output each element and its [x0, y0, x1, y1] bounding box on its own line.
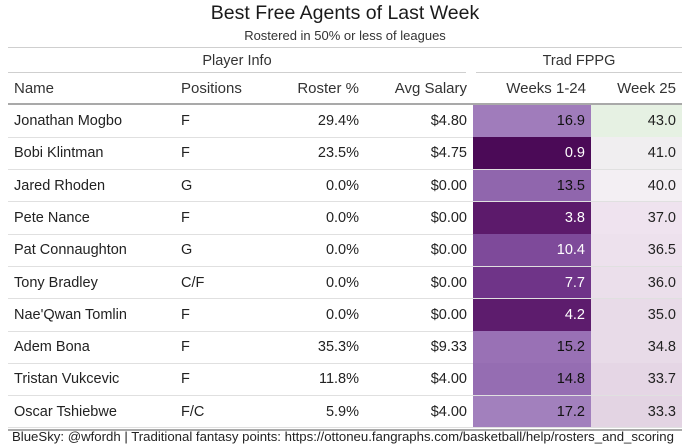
cell-week-25: 41.0	[591, 137, 682, 170]
cell-salary: $4.00	[430, 371, 467, 388]
spanner-player-info-underline	[8, 72, 466, 73]
cell-salary: $0.00	[430, 242, 467, 259]
cell-positions: F	[181, 113, 190, 129]
cell-name: Tony Bradley	[14, 274, 98, 291]
table-row: Jonathan Mogbo F 29.4% $4.80 16.9 43.0	[8, 105, 682, 138]
spanner-player-info: Player Info	[8, 51, 466, 73]
cell-weeks-1-24: 10.4	[473, 234, 591, 267]
cell-salary: $4.80	[430, 113, 467, 129]
cell-weeks-1-24: 16.9	[473, 105, 591, 138]
cell-name: Jared Rhoden	[14, 177, 106, 194]
top-rule	[8, 47, 682, 48]
cell-roster: 0.0%	[325, 209, 359, 226]
cell-positions: F	[181, 209, 190, 226]
cell-salary: $0.00	[430, 274, 467, 291]
table-row: Nae'Qwan Tomlin F 0.0% $0.00 4.2 35.0	[8, 298, 682, 332]
col-header-positions: Positions	[181, 80, 242, 97]
cell-week-25: 36.5	[591, 234, 682, 267]
cell-week-25: 36.0	[591, 266, 682, 299]
cell-roster: 11.8%	[318, 371, 359, 388]
cell-weeks-1-24: 15.2	[473, 331, 591, 364]
cell-roster: 5.9%	[325, 403, 359, 420]
spanner-trad-fppg-label: Trad FPPG	[542, 53, 616, 69]
row-separator	[8, 169, 682, 171]
cell-positions: G	[181, 177, 193, 194]
cell-name: Adem Bona	[14, 339, 90, 356]
table-row: Tristan Vukcevic F 11.8% $4.00 14.8 33.7	[8, 363, 682, 397]
cell-week-25: 40.0	[591, 169, 682, 203]
cell-name: Oscar Tshiebwe	[14, 403, 117, 420]
table-row: Pat Connaughton G 0.0% $0.00 10.4 36.5	[8, 234, 682, 267]
cell-salary: $0.00	[430, 177, 467, 194]
cell-salary: $0.00	[430, 306, 467, 323]
cell-week-25: 33.3	[591, 395, 682, 429]
table-row: Bobi Klintman F 23.5% $4.75 0.9 41.0	[8, 137, 682, 171]
row-separator	[8, 265, 682, 267]
col-header-roster: Roster %	[297, 80, 359, 97]
cell-positions: F	[181, 371, 190, 388]
row-separator	[8, 298, 682, 300]
row-separator	[8, 362, 682, 364]
row-separator	[8, 330, 682, 332]
cell-roster: 29.4%	[317, 113, 359, 129]
cell-roster: 0.0%	[325, 242, 359, 259]
cell-salary: $4.75	[430, 145, 467, 162]
col-header-name: Name	[14, 80, 55, 97]
header-rule	[8, 103, 682, 105]
row-separator	[8, 233, 682, 235]
table-row: Jared Rhoden G 0.0% $0.00 13.5 40.0	[8, 169, 682, 203]
cell-week-25: 37.0	[591, 201, 682, 235]
row-separator	[8, 395, 682, 397]
cell-roster: 0.0%	[325, 274, 359, 291]
cell-positions: F	[181, 306, 190, 323]
cell-roster: 0.0%	[325, 306, 359, 323]
cell-roster: 0.0%	[325, 177, 359, 194]
cell-salary: $9.33	[430, 339, 467, 356]
cell-roster: 35.3%	[317, 339, 359, 356]
cell-name: Tristan Vukcevic	[14, 371, 120, 388]
table-title: Best Free Agents of Last Week	[210, 2, 480, 24]
cell-weeks-1-24: 14.8	[473, 363, 591, 396]
cell-weeks-1-24: 3.8	[473, 201, 591, 235]
cell-salary: $0.00	[430, 209, 467, 226]
cell-roster: 23.5%	[317, 145, 359, 162]
cell-positions: F	[181, 145, 190, 162]
cell-name: Nae'Qwan Tomlin	[14, 306, 127, 323]
cell-name: Jonathan Mogbo	[14, 113, 123, 129]
col-header-salary: Avg Salary	[394, 80, 467, 97]
cell-weeks-1-24: 0.9	[473, 137, 591, 170]
table-subtitle: Rostered in 50% or less of leagues	[244, 28, 446, 43]
cell-positions: G	[181, 242, 193, 259]
cell-salary: $4.00	[430, 403, 467, 420]
cell-week-25: 34.8	[591, 331, 682, 364]
table-row: Oscar Tshiebwe F/C 5.9% $4.00 17.2 33.3	[8, 395, 682, 429]
table-row: Pete Nance F 0.0% $0.00 3.8 37.0	[8, 201, 682, 235]
cell-weeks-1-24: 17.2	[473, 395, 591, 429]
cell-weeks-1-24: 4.2	[473, 298, 591, 332]
cell-week-25: 43.0	[591, 105, 682, 138]
cell-name: Pete Nance	[14, 209, 90, 226]
cell-week-25: 33.7	[591, 363, 682, 396]
cell-name: Pat Connaughton	[14, 242, 127, 259]
cell-name: Bobi Klintman	[14, 145, 104, 162]
spanner-player-info-label: Player Info	[202, 53, 272, 69]
row-separator	[8, 427, 682, 429]
table-row: Adem Bona F 35.3% $9.33 15.2 34.8	[8, 331, 682, 364]
table-row: Tony Bradley C/F 0.0% $0.00 7.7 36.0	[8, 266, 682, 300]
cell-positions: C/F	[181, 274, 205, 291]
spanner-trad-fppg-underline	[476, 72, 682, 73]
cell-weeks-1-24: 7.7	[473, 266, 591, 299]
cell-week-25: 35.0	[591, 298, 682, 332]
row-separator	[8, 136, 682, 138]
footer-note: BlueSky: @wfordh | Traditional fantasy p…	[12, 429, 674, 444]
bottom-rule	[8, 429, 682, 431]
cell-positions: F/C	[181, 403, 205, 420]
row-separator	[8, 201, 682, 203]
cell-weeks-1-24: 13.5	[473, 169, 591, 203]
col-header-week25: Week 25	[617, 80, 676, 97]
spanner-trad-fppg: Trad FPPG	[476, 51, 682, 73]
col-header-weeks: Weeks 1-24	[506, 80, 586, 97]
cell-positions: F	[181, 339, 190, 356]
